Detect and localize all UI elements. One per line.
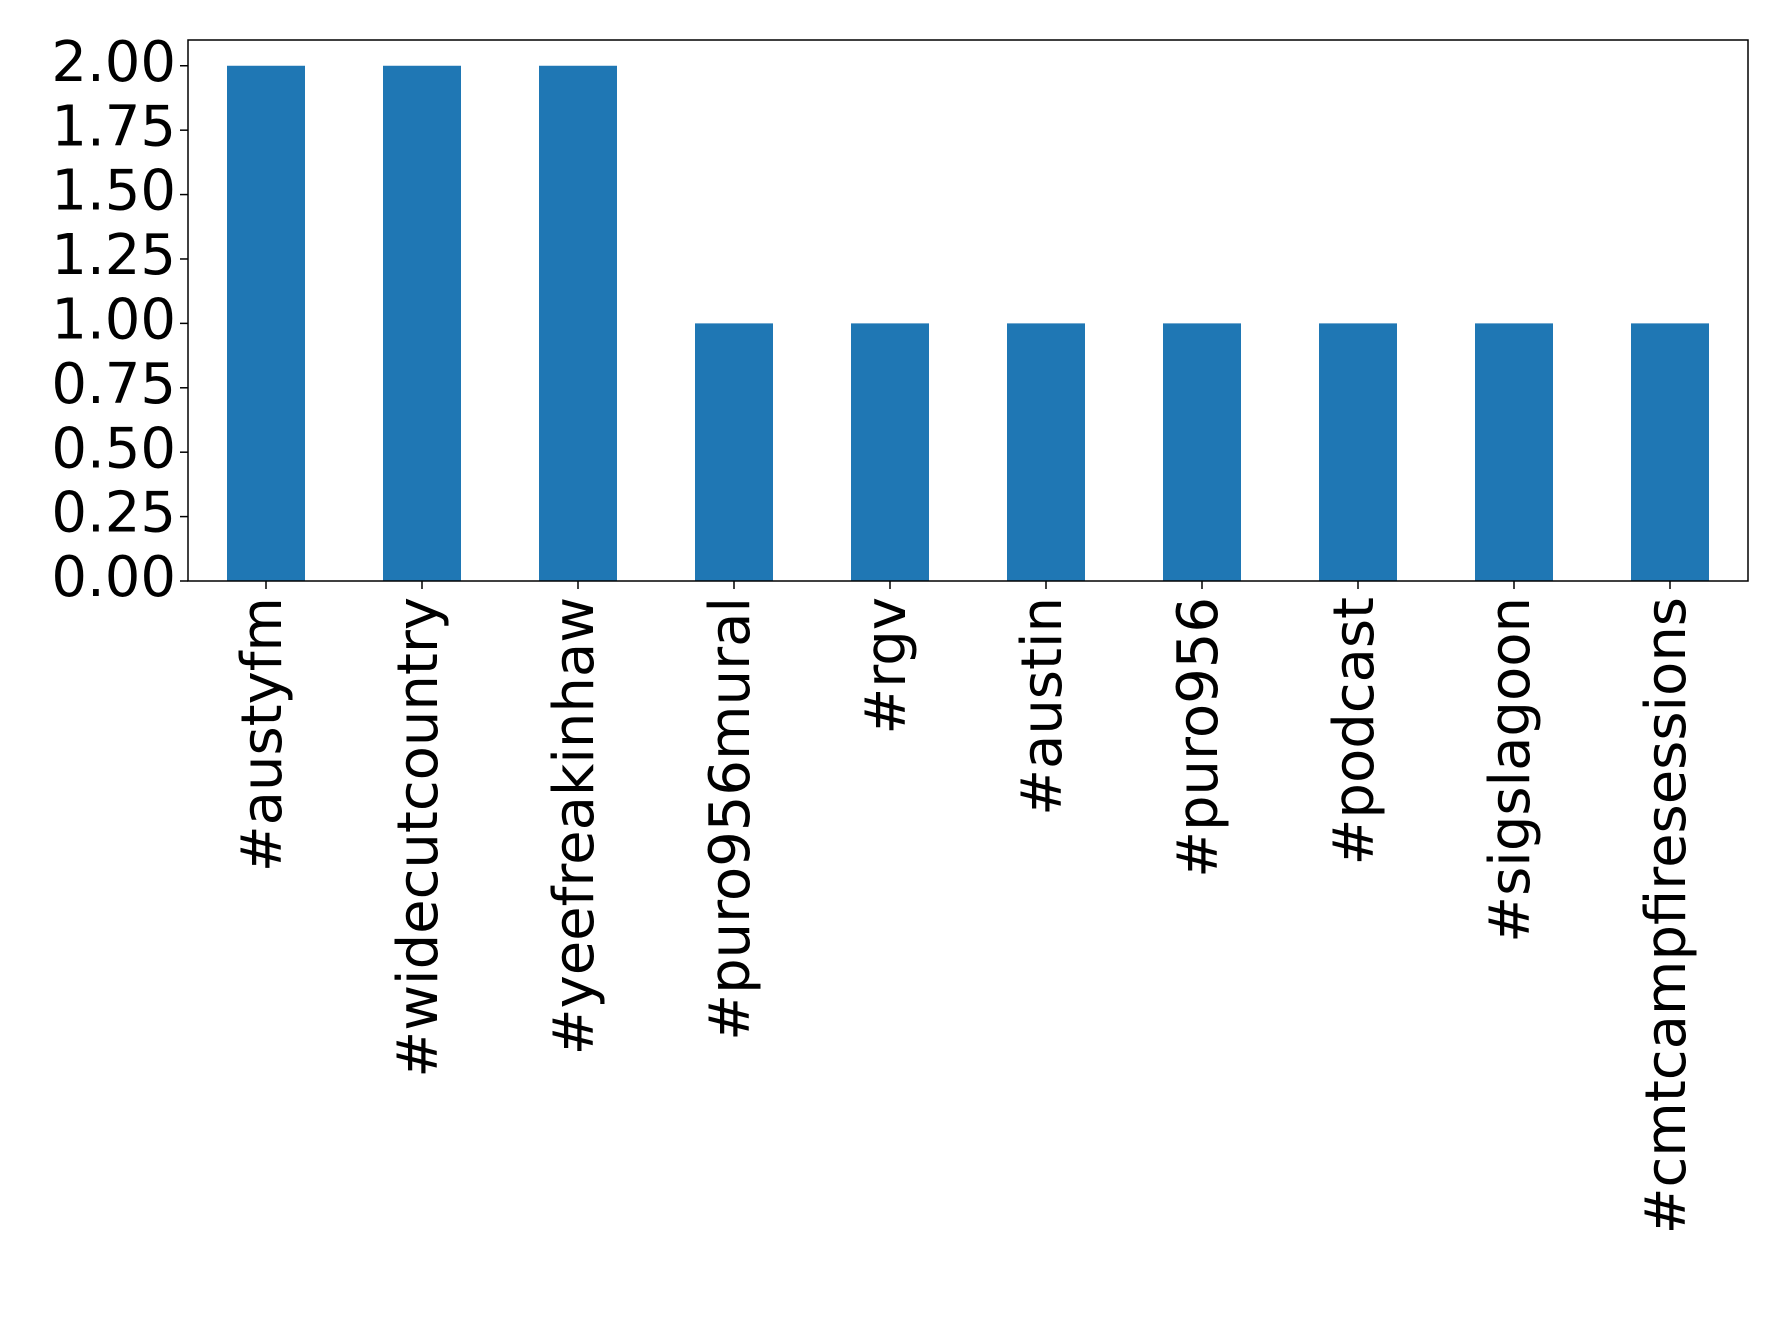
x-tick-label: #yeefreakinhaw [542, 597, 607, 1055]
y-tick-label: 1.25 [51, 223, 176, 288]
bar [1475, 323, 1553, 581]
x-tick-label: #austyfm [230, 597, 295, 872]
y-tick-label: 1.75 [51, 94, 176, 159]
y-tick-label: 0.75 [51, 352, 176, 417]
bar [851, 323, 929, 581]
bar [383, 65, 461, 581]
x-tick-label: #puro956 [1166, 597, 1231, 878]
x-tick-label: #puro956mural [698, 597, 763, 1041]
bar [1631, 323, 1709, 581]
bar [1163, 323, 1241, 581]
x-tick-label: #cmtcampfiresessions [1634, 597, 1699, 1234]
x-tick-label: #sigslagoon [1478, 597, 1543, 943]
x-tick-label: #podcast [1322, 597, 1387, 866]
bar [695, 323, 773, 581]
x-tick-label: #rgv [854, 597, 919, 735]
y-tick-label: 1.50 [51, 159, 176, 224]
plot-frame [187, 39, 1749, 582]
y-tick-label: 0.50 [51, 416, 176, 481]
bar [227, 65, 305, 581]
x-tick-label: #widecutcountry [386, 597, 451, 1078]
y-tick-label: 0.00 [51, 545, 176, 610]
y-tick-label: 2.00 [51, 30, 176, 95]
bar [1007, 323, 1085, 581]
y-tick-label: 0.25 [51, 481, 176, 546]
x-tick-label: #austin [1010, 597, 1075, 816]
y-tick-label: 1.00 [51, 288, 176, 353]
bar [539, 65, 617, 581]
bar [1319, 323, 1397, 581]
